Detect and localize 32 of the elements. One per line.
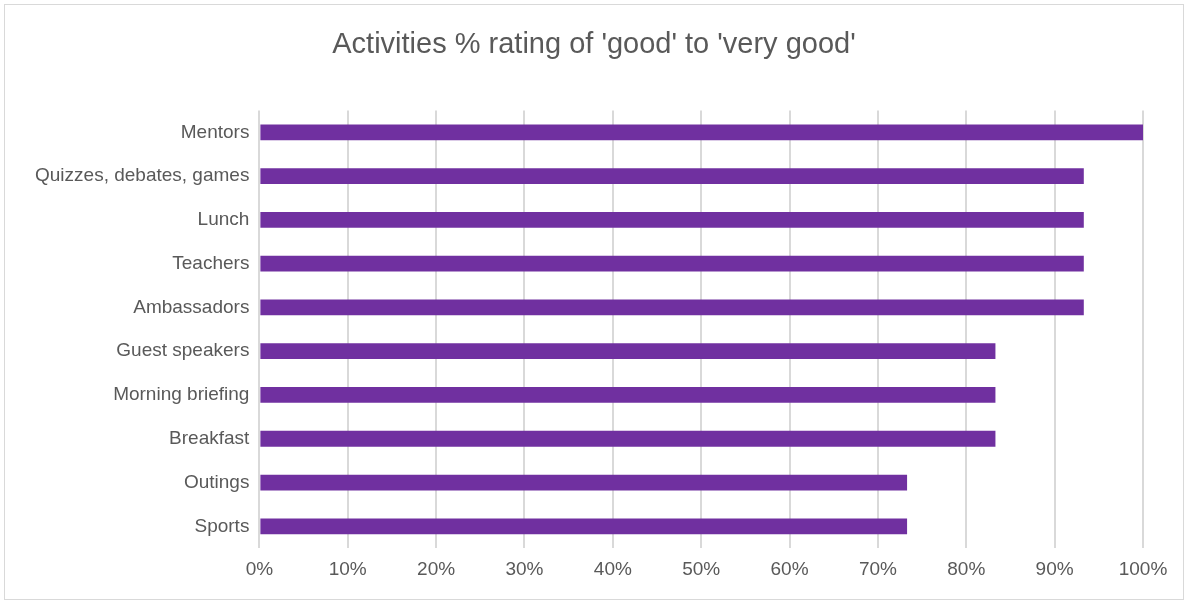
- x-tick-label: 10%: [328, 557, 367, 579]
- y-tick-label: Sports: [194, 514, 250, 536]
- y-tick-label: Morning briefing: [113, 383, 250, 405]
- bar: [260, 474, 908, 491]
- bar: [260, 430, 996, 447]
- bar: [260, 211, 1084, 228]
- y-tick-label: Outings: [183, 470, 250, 492]
- x-tick-label: 50%: [682, 557, 721, 579]
- bar: [260, 387, 996, 403]
- x-tick-label: 0%: [245, 557, 274, 579]
- y-tick-label: Lunch: [197, 208, 250, 230]
- bar: [260, 299, 1084, 316]
- bar: [260, 255, 1084, 272]
- x-tick-label: 100%: [1118, 557, 1168, 579]
- y-tick-label: Breakfast: [169, 426, 251, 448]
- chart-title: Activities % rating of 'good' to 'very good': [331, 27, 857, 60]
- y-tick-label: Ambassadors: [133, 295, 250, 317]
- bar: [260, 518, 908, 535]
- y-tick-label: Mentors: [180, 120, 250, 142]
- y-tick-label: Teachers: [172, 251, 250, 273]
- bar: [260, 343, 996, 360]
- bar: [260, 168, 1084, 184]
- x-tick-label: 60%: [770, 557, 809, 579]
- bar: [260, 124, 1143, 141]
- y-tick-label: Guest speakers: [116, 339, 250, 361]
- x-tick-label: 30%: [505, 557, 544, 579]
- x-tick-label: 90%: [1035, 557, 1074, 579]
- x-tick-label: 70%: [858, 557, 898, 579]
- y-tick-label: Quizzes, debates, games: [35, 164, 250, 186]
- x-tick-label: 40%: [593, 557, 632, 579]
- x-tick-label: 20%: [417, 557, 456, 579]
- x-tick-label: 80%: [947, 557, 986, 579]
